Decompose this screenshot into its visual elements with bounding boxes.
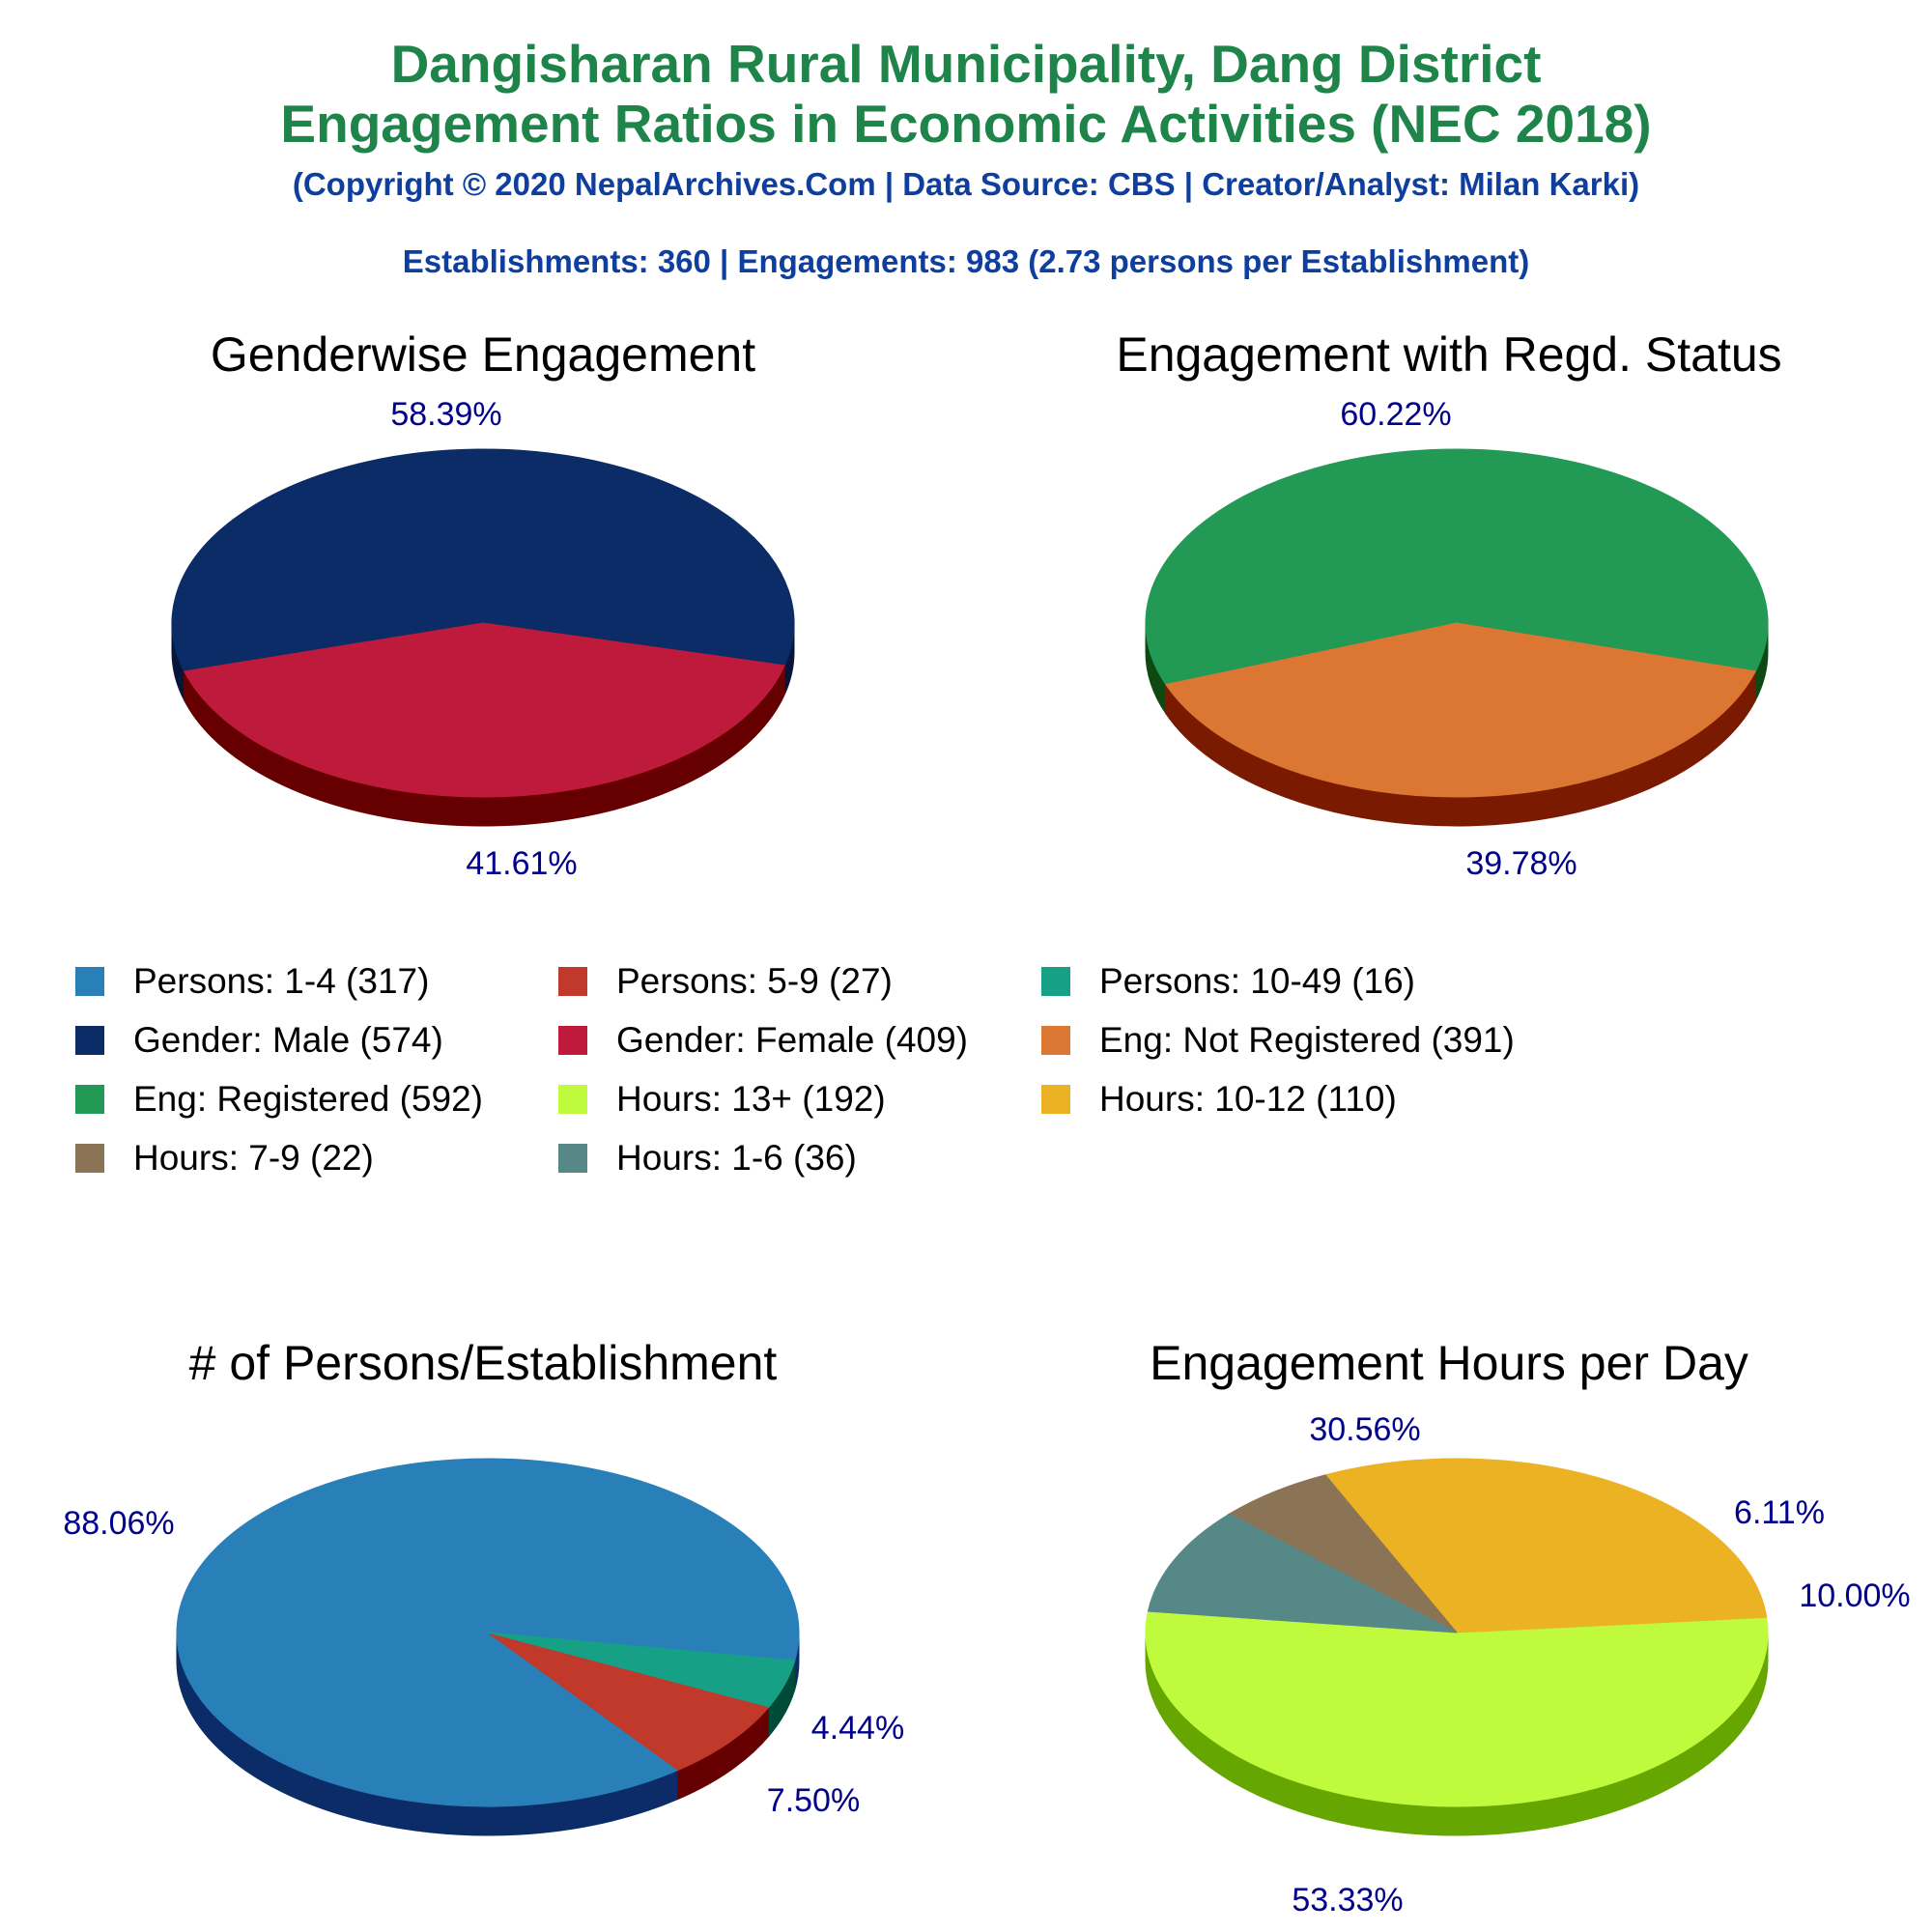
- legend-swatch: [75, 967, 104, 996]
- legend-label: Hours: 1-6 (36): [616, 1138, 857, 1178]
- legend-swatch: [1041, 1026, 1070, 1055]
- legend-item: Gender: Female (409): [558, 1020, 969, 1060]
- pie-slice: [1145, 448, 1769, 686]
- legend-item: Hours: 13+ (192): [558, 1079, 886, 1119]
- pie-slice: [1147, 1513, 1458, 1634]
- chart-title-line-2: Engagement Ratios in Economic Activities…: [280, 94, 1652, 154]
- legend-item: Hours: 1-6 (36): [558, 1138, 857, 1178]
- legend-label: Eng: Registered (592): [133, 1079, 483, 1119]
- pie-title-persons: # of Persons/Establishment: [188, 1336, 778, 1390]
- legend-swatch: [558, 1026, 587, 1055]
- pie-slice: [1164, 622, 1757, 798]
- pie-chart: 58.39% 41.61%: [171, 396, 795, 882]
- pie-percent-label: 4.44%: [811, 1710, 904, 1747]
- pie-percent-label: 58.39%: [390, 396, 501, 433]
- pie-percent-label: 39.78%: [1465, 845, 1577, 882]
- legend-item: Persons: 10-49 (16): [1041, 961, 1416, 1001]
- pie-title-gender: Genderwise Engagement: [210, 327, 756, 382]
- pie-title-regd-status: Engagement with Regd. Status: [1116, 327, 1782, 382]
- legend-swatch: [558, 1144, 587, 1173]
- legend-item: Persons: 1-4 (317): [75, 961, 430, 1001]
- establishment-stats: Establishments: 360 | Engagements: 983 (…: [402, 243, 1530, 279]
- legend-item: Persons: 5-9 (27): [558, 961, 893, 1001]
- pie-slice: [487, 1632, 771, 1771]
- pie-percent-label: 41.61%: [466, 845, 577, 882]
- pie-chart: 53.33% 30.56% 6.11% 10.00%: [1145, 1411, 1911, 1918]
- pie-slice: [183, 622, 786, 798]
- chart-title-line-1: Dangisharan Rural Municipality, Dang Dis…: [390, 34, 1542, 94]
- legend-label: Hours: 10-12 (110): [1099, 1079, 1397, 1119]
- legend-label: Hours: 13+ (192): [616, 1079, 886, 1119]
- legend-label: Persons: 5-9 (27): [616, 961, 893, 1001]
- pie-chart: 88.06% 7.50% 4.44%: [63, 1458, 904, 1836]
- pie-percent-label: 30.56%: [1309, 1411, 1420, 1448]
- legend-item: Eng: Registered (592): [75, 1079, 483, 1119]
- pie-chart: 60.22% 39.78%: [1145, 396, 1769, 882]
- legend-label: Hours: 7-9 (22): [133, 1138, 374, 1178]
- pie-slice: [1145, 1610, 1769, 1807]
- legend-item: Hours: 10-12 (110): [1041, 1079, 1397, 1119]
- pie-percent-label: 60.22%: [1340, 396, 1451, 433]
- pie-percent-label: 6.11%: [1734, 1494, 1825, 1531]
- legend-swatch: [75, 1085, 104, 1114]
- legend-swatch: [558, 1085, 587, 1114]
- pie-slice: [1228, 1474, 1458, 1634]
- legend-item: Hours: 7-9 (22): [75, 1138, 374, 1178]
- pie-percent-label: 88.06%: [63, 1505, 174, 1542]
- copyright-line: (Copyright © 2020 NepalArchives.Com | Da…: [292, 166, 1640, 202]
- legend-label: Eng: Not Registered (391): [1099, 1020, 1515, 1060]
- pie-percent-label: 53.33%: [1292, 1882, 1403, 1918]
- legend-swatch: [75, 1026, 104, 1055]
- pie-slice: [171, 448, 795, 672]
- pie-percent-label: 7.50%: [767, 1782, 860, 1819]
- legend-label: Gender: Male (574): [133, 1020, 443, 1060]
- legend-item: Gender: Male (574): [75, 1020, 443, 1060]
- legend-item: Eng: Not Registered (391): [1041, 1020, 1515, 1060]
- legend-label: Gender: Female (409): [616, 1020, 969, 1060]
- pie-slice: [487, 1632, 796, 1708]
- legend-label: Persons: 1-4 (317): [133, 961, 430, 1001]
- legend-swatch: [75, 1144, 104, 1173]
- pie-slice: [1324, 1458, 1768, 1634]
- legend-label: Persons: 10-49 (16): [1099, 961, 1416, 1001]
- legend-swatch: [558, 967, 587, 996]
- pie-percent-label: 10.00%: [1799, 1577, 1910, 1614]
- legend-swatch: [1041, 967, 1070, 996]
- pie-title-hours: Engagement Hours per Day: [1150, 1336, 1748, 1390]
- legend-swatch: [1041, 1085, 1070, 1114]
